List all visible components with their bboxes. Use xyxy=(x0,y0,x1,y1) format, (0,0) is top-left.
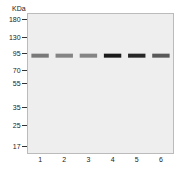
svg-text:5: 5 xyxy=(135,156,139,163)
svg-text:180: 180 xyxy=(9,16,21,23)
svg-text:70: 70 xyxy=(13,67,21,74)
svg-text:95: 95 xyxy=(13,50,21,57)
svg-text:1: 1 xyxy=(38,156,42,163)
svg-text:35: 35 xyxy=(13,104,21,111)
svg-text:6: 6 xyxy=(159,156,163,163)
svg-text:17: 17 xyxy=(13,143,21,150)
svg-text:2: 2 xyxy=(62,156,66,163)
svg-text:55: 55 xyxy=(13,80,21,87)
svg-text:25: 25 xyxy=(13,122,21,129)
svg-text:3: 3 xyxy=(86,156,90,163)
svg-text:4: 4 xyxy=(111,156,115,163)
svg-text:130: 130 xyxy=(9,34,21,41)
svg-text:KDa: KDa xyxy=(12,5,26,12)
